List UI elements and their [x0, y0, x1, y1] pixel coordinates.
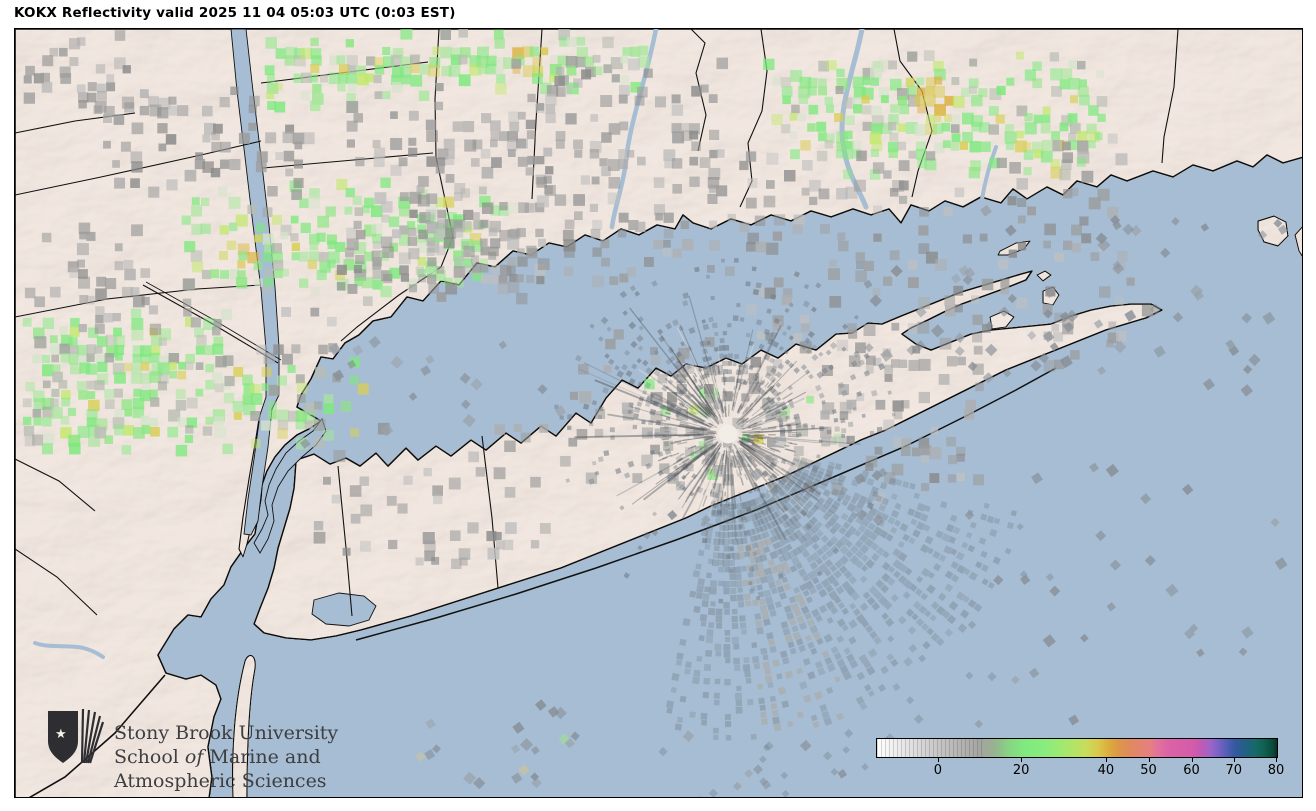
sandy-hook-spit: [231, 654, 256, 797]
county-border: [1161, 29, 1179, 164]
hudson-river: [230, 29, 280, 536]
east-river: [253, 418, 327, 554]
county-border: [15, 548, 98, 616]
colorbar-tick: [1148, 758, 1150, 762]
barrier-island-shoreline: [355, 367, 1057, 641]
county-border: [15, 284, 262, 318]
mainland-coast: [15, 29, 1302, 797]
colorbar-tick-label: 20: [1012, 763, 1030, 778]
colorbar-tick-label: 50: [1140, 763, 1157, 778]
thames-river: [980, 145, 998, 201]
page-title: KOKX Reflectivity valid 2025 11 04 05:03…: [14, 5, 456, 21]
reflectivity-colorbar: 0 20 40 50 60 70 80: [876, 738, 1284, 778]
colorbar-tick-label: 0: [933, 763, 943, 778]
jamaica-bay: [311, 592, 377, 627]
plum-island: [1036, 270, 1052, 282]
county-border: [690, 29, 707, 152]
nassau-suffolk-border: [481, 435, 499, 589]
radar-map: 0 20 40 50 60 70 80 ★ Stony Brook University S…: [14, 28, 1303, 798]
colorbar-tick: [1275, 758, 1278, 762]
radar-site-marker: [718, 424, 738, 444]
colorbar-tick-label: 80: [1267, 763, 1285, 778]
county-border: [262, 152, 434, 169]
ri-coast-fragment: [1294, 226, 1302, 257]
radar-echo-layer: [22, 29, 1288, 797]
county-border: [15, 458, 96, 512]
colorbar-tick: [1105, 758, 1108, 762]
colorbar-tick-label: 40: [1097, 763, 1115, 778]
colorbar-tick: [937, 758, 940, 762]
colorbar-tick-label: 70: [1225, 763, 1243, 778]
colorbar-stripes: [877, 739, 983, 757]
colorbar-tick: [1021, 758, 1023, 762]
county-border: [893, 29, 933, 198]
raritan-river: [33, 641, 105, 659]
colorbar-tick-label: 60: [1183, 763, 1200, 778]
colorbar-gradient: [876, 738, 1278, 758]
colorbar-tick: [1191, 758, 1193, 762]
county-border: [15, 140, 262, 196]
map-canvas: [15, 29, 1302, 797]
colorbar-tick: [1233, 758, 1235, 762]
county-border: [142, 284, 279, 364]
